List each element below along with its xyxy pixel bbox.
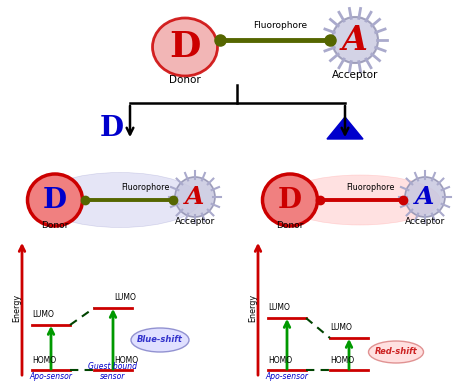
- Text: HOMO: HOMO: [268, 356, 292, 365]
- Text: HOMO: HOMO: [330, 356, 354, 365]
- Text: Apo-sensor: Apo-sensor: [265, 372, 309, 381]
- Text: Blue-shift: Blue-shift: [137, 336, 183, 344]
- Text: D: D: [278, 187, 302, 213]
- Ellipse shape: [280, 175, 440, 225]
- Ellipse shape: [27, 174, 82, 226]
- Text: D: D: [43, 187, 67, 213]
- Text: Energy: Energy: [248, 294, 257, 322]
- Text: LUMO: LUMO: [32, 310, 54, 319]
- Text: LUMO: LUMO: [268, 303, 290, 312]
- Text: Acceptor: Acceptor: [405, 218, 445, 226]
- Text: LUMO: LUMO: [330, 323, 352, 332]
- Text: HOMO: HOMO: [32, 356, 56, 365]
- Text: A: A: [342, 24, 368, 56]
- Ellipse shape: [368, 341, 423, 363]
- Ellipse shape: [263, 174, 318, 226]
- Text: Red-shift: Red-shift: [374, 347, 418, 357]
- Text: D: D: [169, 30, 201, 64]
- Text: Guest bound
sensor: Guest bound sensor: [89, 362, 137, 381]
- Text: Energy: Energy: [12, 294, 21, 322]
- Text: Apo-sensor: Apo-sensor: [29, 372, 73, 381]
- Text: Donor: Donor: [41, 221, 69, 229]
- Ellipse shape: [131, 328, 189, 352]
- Text: Fluorophore: Fluorophore: [121, 184, 169, 192]
- Text: Donor: Donor: [169, 75, 201, 85]
- Text: D: D: [100, 115, 124, 141]
- Ellipse shape: [40, 173, 200, 227]
- Text: HOMO: HOMO: [114, 356, 138, 365]
- Text: Acceptor: Acceptor: [332, 70, 378, 80]
- Ellipse shape: [332, 17, 378, 63]
- Text: Donor: Donor: [276, 221, 304, 229]
- Text: A: A: [415, 185, 435, 209]
- Polygon shape: [327, 117, 363, 139]
- Ellipse shape: [175, 177, 215, 217]
- Ellipse shape: [405, 177, 445, 217]
- Text: Acceptor: Acceptor: [175, 218, 215, 226]
- Text: Fluorophore: Fluorophore: [346, 184, 394, 192]
- Text: Fluorophore: Fluorophore: [253, 21, 307, 30]
- Text: A: A: [185, 185, 205, 209]
- Ellipse shape: [153, 18, 218, 76]
- Text: LUMO: LUMO: [114, 293, 136, 302]
